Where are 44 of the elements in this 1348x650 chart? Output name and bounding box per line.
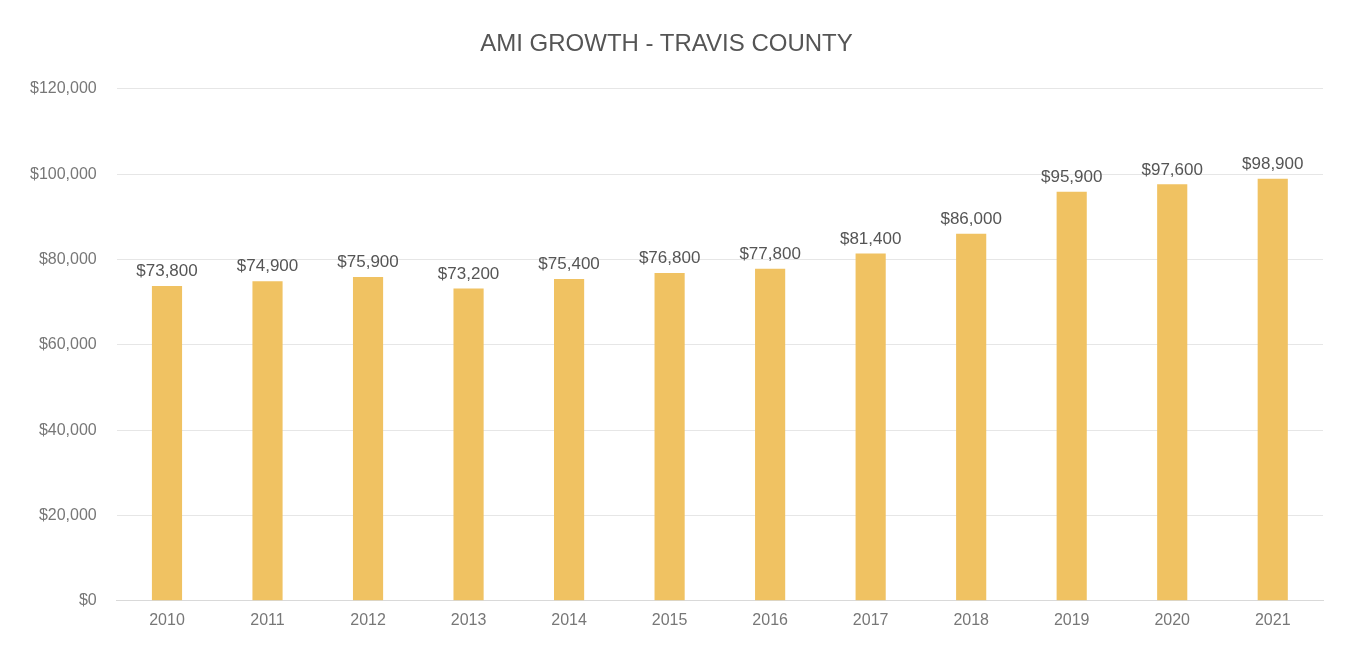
- bar: [554, 279, 585, 601]
- data-label: $73,800: [136, 261, 198, 281]
- data-label: $73,200: [437, 263, 500, 283]
- bar: [1257, 178, 1288, 601]
- data-label: $95,900: [1040, 166, 1103, 186]
- x-tick-label: 2017: [852, 610, 889, 628]
- data-label: $98,900: [1242, 154, 1304, 174]
- bar: [1157, 184, 1188, 601]
- data-label: $76,800: [638, 248, 701, 268]
- bar: [654, 273, 685, 601]
- x-tick-label: 2010: [149, 610, 185, 628]
- x-tick-label: 2020: [1154, 610, 1191, 628]
- bar: [956, 233, 987, 601]
- bar: [453, 288, 484, 601]
- x-tick-label: 2016: [752, 610, 789, 628]
- x-tick-label: 2015: [651, 610, 688, 628]
- chart-title: AMI GROWTH - TRAVIS COUNTY: [480, 29, 853, 57]
- bar: [1056, 191, 1087, 601]
- x-tick-label: 2011: [250, 610, 285, 628]
- bar: [352, 276, 384, 601]
- data-label: $97,600: [1141, 159, 1203, 179]
- bar: [855, 253, 886, 601]
- y-tick-label: $60,000: [38, 335, 97, 353]
- data-label: $74,900: [236, 256, 299, 276]
- bar: [252, 281, 283, 601]
- x-tick-label: 2012: [350, 610, 386, 628]
- x-tick-label: 2021: [1254, 610, 1291, 628]
- data-label: $75,400: [538, 254, 600, 274]
- y-tick-label: $80,000: [38, 249, 97, 267]
- y-tick-label: $40,000: [38, 420, 97, 438]
- y-tick-label: $20,000: [38, 505, 97, 523]
- bar: [151, 285, 183, 601]
- y-tick-label: $100,000: [30, 164, 97, 182]
- x-tick-label: 2013: [450, 610, 487, 628]
- x-tick-label: 2019: [1053, 610, 1090, 628]
- data-label: $77,800: [739, 244, 801, 264]
- y-tick-label: $0: [78, 591, 97, 609]
- data-label: $75,900: [337, 252, 399, 272]
- x-tick-label: 2014: [551, 610, 587, 628]
- data-label: $81,400: [839, 228, 902, 248]
- data-label: $86,000: [940, 209, 1002, 229]
- bar: [755, 268, 786, 601]
- y-tick-label: $120,000: [30, 79, 97, 97]
- x-tick-label: 2018: [953, 610, 990, 628]
